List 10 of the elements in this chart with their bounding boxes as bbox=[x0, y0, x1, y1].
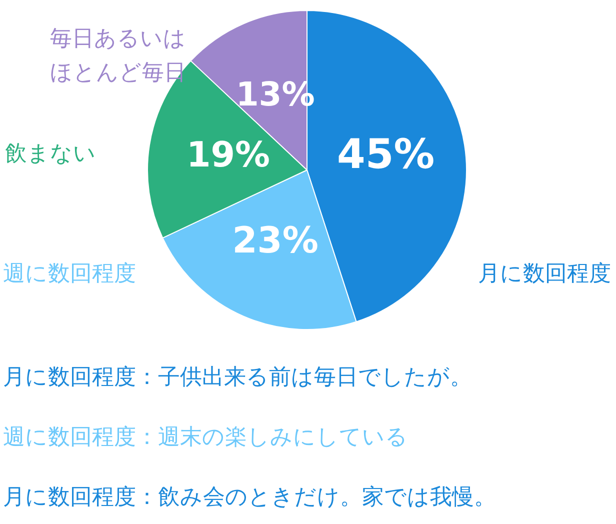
text: 週に数回程度：週末の楽しみにしている bbox=[3, 424, 408, 452]
text: 月に数回程度：子供出来る前は毎日でしたが。 bbox=[3, 364, 472, 392]
text: 月に数回程度：飲み会のときだけ。家では我慢。 bbox=[3, 484, 496, 512]
slice-label: 月に数回程度 bbox=[478, 262, 611, 287]
data-label: 19% bbox=[186, 136, 270, 176]
data-label: 45% bbox=[336, 130, 435, 178]
slice-label: 飲まない bbox=[5, 142, 96, 167]
data-label: 23% bbox=[232, 220, 318, 262]
slice-label: 週に数回程度 bbox=[3, 262, 136, 287]
slice-label: 毎日あるいはほとんど毎日 bbox=[50, 26, 186, 86]
